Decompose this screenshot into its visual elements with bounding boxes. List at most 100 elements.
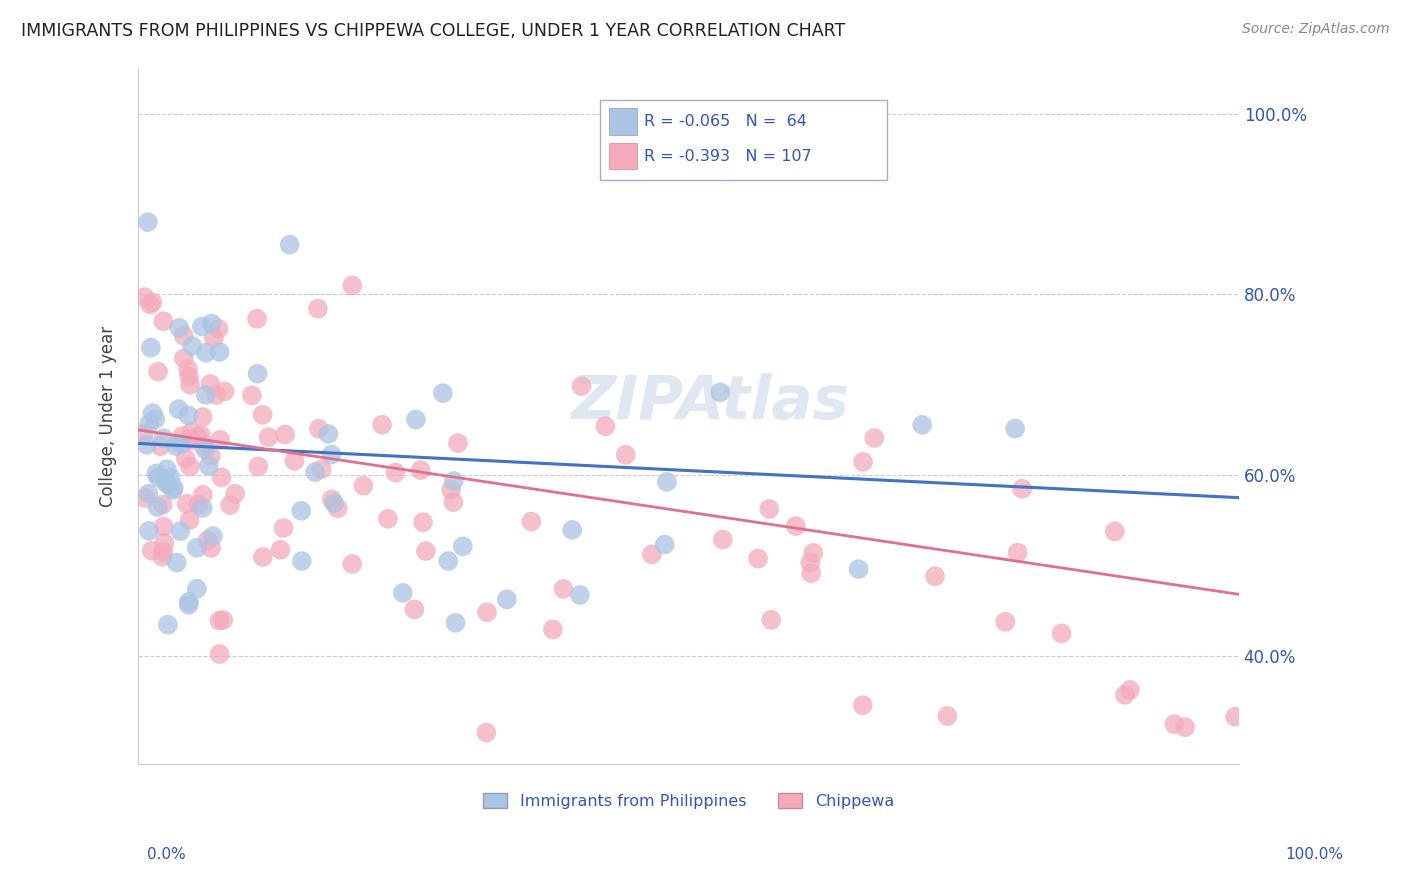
Point — [443, 474, 465, 488]
Point — [290, 504, 312, 518]
Point — [138, 487, 160, 501]
Point — [224, 487, 246, 501]
Point — [352, 478, 374, 492]
Point — [409, 463, 432, 477]
Point — [191, 488, 214, 502]
Point — [257, 430, 280, 444]
Point — [200, 541, 222, 555]
Point — [170, 437, 193, 451]
Point — [246, 367, 269, 381]
Point — [451, 540, 474, 554]
Point — [163, 481, 186, 495]
Point — [614, 448, 637, 462]
Point — [252, 549, 274, 564]
Point — [152, 314, 174, 328]
Point — [377, 512, 399, 526]
Point — [208, 614, 231, 628]
Point — [186, 541, 208, 555]
Point — [273, 521, 295, 535]
Point — [174, 451, 197, 466]
Point — [270, 542, 292, 557]
Point — [247, 459, 270, 474]
Point — [191, 410, 214, 425]
Point — [304, 465, 326, 479]
Point — [246, 311, 269, 326]
Point — [541, 623, 564, 637]
Point — [181, 339, 204, 353]
Point — [758, 502, 780, 516]
Point — [801, 546, 824, 560]
Point — [177, 595, 200, 609]
Point — [342, 278, 364, 293]
Point — [170, 429, 193, 443]
Point — [318, 426, 340, 441]
Point — [179, 459, 201, 474]
Point — [201, 529, 224, 543]
Point — [441, 495, 464, 509]
Text: 0.0%: 0.0% — [146, 847, 186, 862]
Point — [152, 431, 174, 445]
Point — [132, 426, 155, 441]
Point — [291, 554, 314, 568]
Point — [150, 549, 173, 564]
Point — [152, 545, 174, 559]
Point — [187, 498, 209, 512]
Point — [180, 425, 202, 439]
Point — [371, 417, 394, 432]
Point — [138, 524, 160, 538]
Text: R = -0.065   N =  64: R = -0.065 N = 64 — [644, 114, 807, 128]
Point — [156, 617, 179, 632]
Point — [177, 362, 200, 376]
Point — [1119, 682, 1142, 697]
Point — [415, 544, 437, 558]
Point — [167, 402, 190, 417]
Point — [252, 408, 274, 422]
Point — [162, 483, 184, 497]
Point — [139, 297, 162, 311]
Point — [200, 449, 222, 463]
Point — [134, 290, 156, 304]
Point — [994, 615, 1017, 629]
Point — [190, 428, 212, 442]
Point — [924, 569, 946, 583]
Point — [186, 429, 208, 443]
Point — [166, 556, 188, 570]
Point — [214, 384, 236, 399]
Point — [384, 466, 406, 480]
Point — [800, 566, 823, 580]
Point — [911, 417, 934, 432]
Point — [143, 412, 166, 426]
Point — [412, 515, 434, 529]
Point — [139, 341, 162, 355]
Point — [134, 491, 156, 505]
Point — [165, 439, 187, 453]
FancyBboxPatch shape — [609, 108, 637, 135]
Point — [1004, 421, 1026, 435]
Point — [496, 592, 519, 607]
Point — [152, 498, 174, 512]
Point — [208, 345, 231, 359]
Point — [709, 385, 731, 400]
Point — [1114, 688, 1136, 702]
Point — [212, 613, 235, 627]
Point — [852, 455, 875, 469]
Point — [201, 317, 224, 331]
Point — [321, 448, 343, 462]
Point — [146, 500, 169, 514]
Point — [136, 215, 159, 229]
Point — [179, 513, 201, 527]
Point — [561, 523, 583, 537]
Point — [159, 470, 181, 484]
Legend: Immigrants from Philippines, Chippewa: Immigrants from Philippines, Chippewa — [477, 787, 900, 815]
Point — [180, 434, 202, 448]
Text: R = -0.393   N = 107: R = -0.393 N = 107 — [644, 149, 813, 163]
Point — [571, 379, 593, 393]
Point — [145, 467, 167, 481]
FancyBboxPatch shape — [609, 143, 637, 169]
Point — [205, 388, 228, 402]
Point — [153, 536, 176, 550]
Point — [404, 602, 426, 616]
Point — [176, 497, 198, 511]
Text: ZIPAtlas: ZIPAtlas — [571, 373, 849, 432]
Point — [1050, 626, 1073, 640]
